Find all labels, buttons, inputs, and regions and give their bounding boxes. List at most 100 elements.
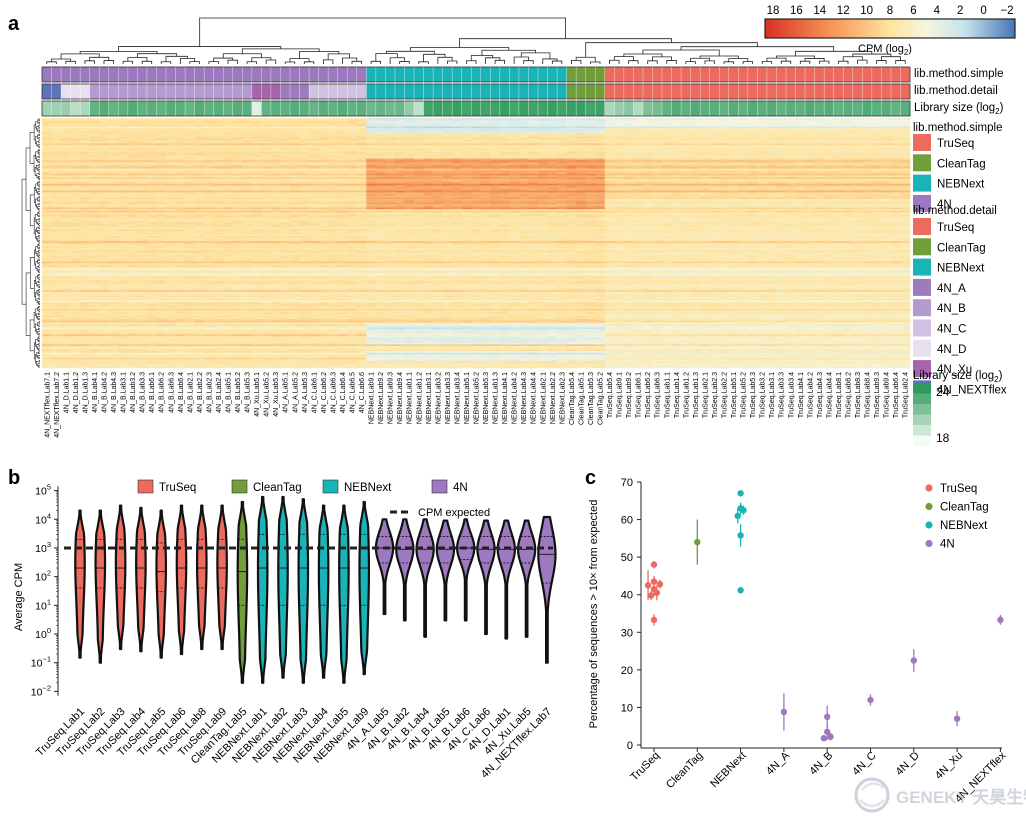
heatmap-cell [347, 180, 358, 183]
heatmap-cell [719, 187, 730, 190]
heatmap-cell [633, 126, 644, 129]
heatmap-cell [490, 161, 501, 164]
heatmap-cell [261, 129, 272, 132]
heatmap-cell [375, 168, 386, 171]
heatmap-cell [242, 168, 253, 171]
heatmap-cell [461, 188, 472, 191]
heatmap-cell [299, 172, 310, 175]
heatmap-cell [786, 141, 796, 144]
heatmap-cell [309, 121, 319, 124]
heatmap-cell [185, 161, 195, 164]
heatmap-cell [366, 194, 377, 197]
heatmap-cell [471, 133, 482, 136]
heatmap-cell [156, 148, 167, 151]
heatmap-cell [862, 166, 873, 169]
heatmap-cell [309, 192, 319, 195]
heatmap-cell [328, 194, 338, 197]
heatmap-cell [80, 131, 90, 134]
heatmap-cell [786, 133, 796, 136]
heatmap-cell [890, 126, 901, 129]
heatmap-cell [471, 128, 482, 131]
heatmap-cell [175, 173, 186, 176]
heatmap-cell [499, 134, 510, 137]
heatmap-cell [414, 121, 424, 124]
heatmap-cell [528, 166, 539, 169]
track-libsize-cell [557, 101, 567, 116]
track-simple-cell [719, 67, 729, 82]
heatmap-cell [642, 163, 653, 166]
heatmap-cell [623, 119, 634, 122]
track-simple-cell [814, 67, 825, 82]
heatmap-cell [471, 121, 482, 124]
heatmap-cell [652, 200, 663, 203]
heatmap-cell [871, 150, 882, 153]
heatmap-cell [738, 119, 749, 122]
heatmap-cell [385, 188, 396, 191]
heatmap-cell [671, 156, 682, 159]
heatmap-cell [404, 200, 415, 203]
heatmap-cell [156, 187, 167, 190]
heatmap-cell [204, 138, 214, 141]
heatmap-cell [194, 185, 205, 188]
heatmap-cell [595, 202, 606, 205]
heatmap-cell [347, 134, 358, 137]
heatmap-cell [843, 121, 854, 124]
heatmap-cell [404, 145, 415, 148]
heatmap-cell [518, 163, 529, 166]
heatmap-cell [757, 143, 768, 146]
heatmap-cell [242, 123, 253, 126]
heatmap-cell [89, 134, 100, 137]
heatmap-cell [299, 199, 310, 202]
heatmap-cell [156, 175, 167, 178]
track-detail-cell [862, 84, 873, 99]
heatmap-cell [452, 151, 462, 154]
heatmap-cell [251, 145, 262, 148]
heatmap-cell [89, 141, 100, 144]
heatmap-cell [557, 190, 567, 193]
heatmap-cell [700, 139, 710, 142]
heatmap-cell [442, 124, 453, 127]
heatmap-cell [862, 183, 873, 186]
heatmap-cell [890, 151, 901, 154]
heatmap-cell [480, 146, 491, 149]
heatmap-cell [538, 126, 548, 129]
heatmap-cell [404, 133, 415, 136]
heatmap-cell [80, 129, 90, 132]
heatmap-cell [538, 175, 548, 178]
heatmap-cell [394, 141, 405, 144]
heatmap-cell [585, 136, 596, 139]
heatmap-cell [480, 138, 491, 141]
heatmap-cell [681, 168, 691, 171]
heatmap-cell [833, 118, 844, 120]
heatmap-cell [375, 131, 386, 134]
heatmap-cell [576, 129, 586, 132]
heatmap-cell [614, 123, 625, 126]
heatmap-cell [270, 197, 281, 200]
heatmap-cell [414, 200, 424, 203]
heatmap-cell [900, 177, 911, 180]
heatmap-cell [70, 138, 81, 141]
heatmap-cell [461, 139, 472, 142]
heatmap-cell [776, 160, 787, 163]
heatmap-cell [766, 200, 777, 203]
heatmap-cell [414, 202, 424, 205]
heatmap-cell [557, 177, 567, 180]
heatmap-cell [662, 143, 672, 146]
heatmap-cell [709, 175, 720, 178]
heatmap-cell [728, 138, 739, 141]
heatmap-cell [786, 188, 796, 191]
heatmap-cell [251, 183, 262, 186]
heatmap-cell [566, 185, 577, 188]
heatmap-cell [280, 160, 291, 163]
heatmap-cell [738, 128, 749, 131]
heatmap-cell [557, 155, 567, 158]
heatmap-cell [442, 156, 453, 159]
heatmap-cell [547, 156, 558, 159]
track-detail-cell [108, 84, 119, 99]
heatmap-cell [547, 153, 558, 156]
heatmap-cell [614, 200, 625, 203]
track-libsize-cell [652, 101, 663, 116]
heatmap-cell [213, 197, 224, 200]
heatmap-cell [70, 175, 81, 178]
heatmap-cell [347, 121, 358, 124]
